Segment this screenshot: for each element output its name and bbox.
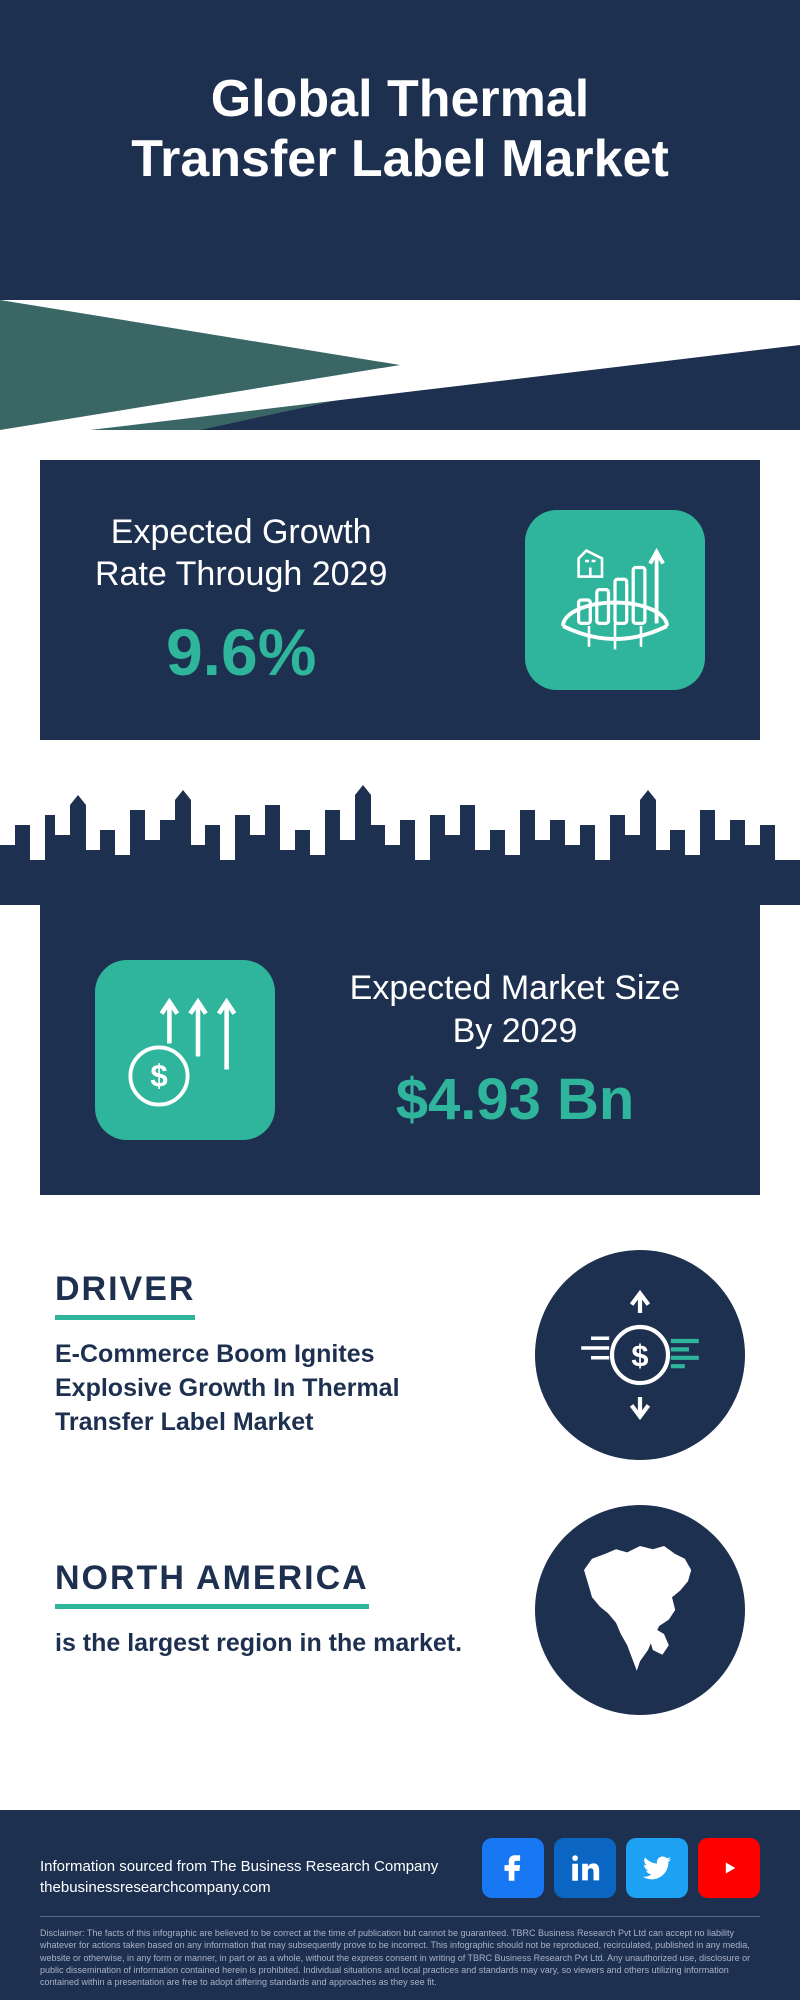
growth-rate-panel: Expected Growth Rate Through 2029 9.6% <box>40 460 760 740</box>
growth-label: Expected Growth Rate Through 2029 <box>95 511 387 596</box>
commerce-cycle-icon: $ <box>535 1250 745 1460</box>
twitter-icon[interactable] <box>626 1838 688 1898</box>
header: Global Thermal Transfer Label Market <box>0 0 800 430</box>
header-triangles <box>0 300 800 430</box>
source-line-2: thebusinessresearchcompany.com <box>40 1877 438 1898</box>
source-text: Information sourced from The Business Re… <box>40 1856 438 1898</box>
growth-chart-icon <box>525 510 705 690</box>
driver-body: E-Commerce Boom Ignites Explosive Growth… <box>55 1338 495 1439</box>
market-dollar-icon: $ <box>95 960 275 1140</box>
north-america-map-icon <box>535 1505 745 1715</box>
disclaimer-text: Disclaimer: The facts of this infographi… <box>40 1927 760 1988</box>
page-title: Global Thermal Transfer Label Market <box>0 70 800 190</box>
footer: Information sourced from The Business Re… <box>0 1810 800 2000</box>
linkedin-icon[interactable] <box>554 1838 616 1898</box>
driver-heading: DRIVER <box>55 1270 195 1320</box>
source-line-1: Information sourced from The Business Re… <box>40 1856 438 1877</box>
facebook-icon[interactable] <box>482 1838 544 1898</box>
market-label: Expected Market Size By 2029 <box>325 967 705 1052</box>
growth-value: 9.6% <box>95 614 387 690</box>
social-links <box>482 1838 760 1898</box>
svg-text:$: $ <box>631 1338 648 1373</box>
youtube-icon[interactable] <box>698 1838 760 1898</box>
market-value: $4.93 Bn <box>325 1066 705 1133</box>
city-skyline-graphic <box>0 775 800 905</box>
market-size-panel: $ Expected Market Size By 2029 $4.93 Bn <box>40 905 760 1195</box>
driver-section: DRIVER E-Commerce Boom Ignites Explosive… <box>55 1250 745 1460</box>
region-body: is the largest region in the market. <box>55 1627 495 1661</box>
region-section: NORTH AMERICA is the largest region in t… <box>55 1505 745 1715</box>
svg-text:$: $ <box>150 1058 167 1093</box>
region-heading: NORTH AMERICA <box>55 1559 369 1609</box>
